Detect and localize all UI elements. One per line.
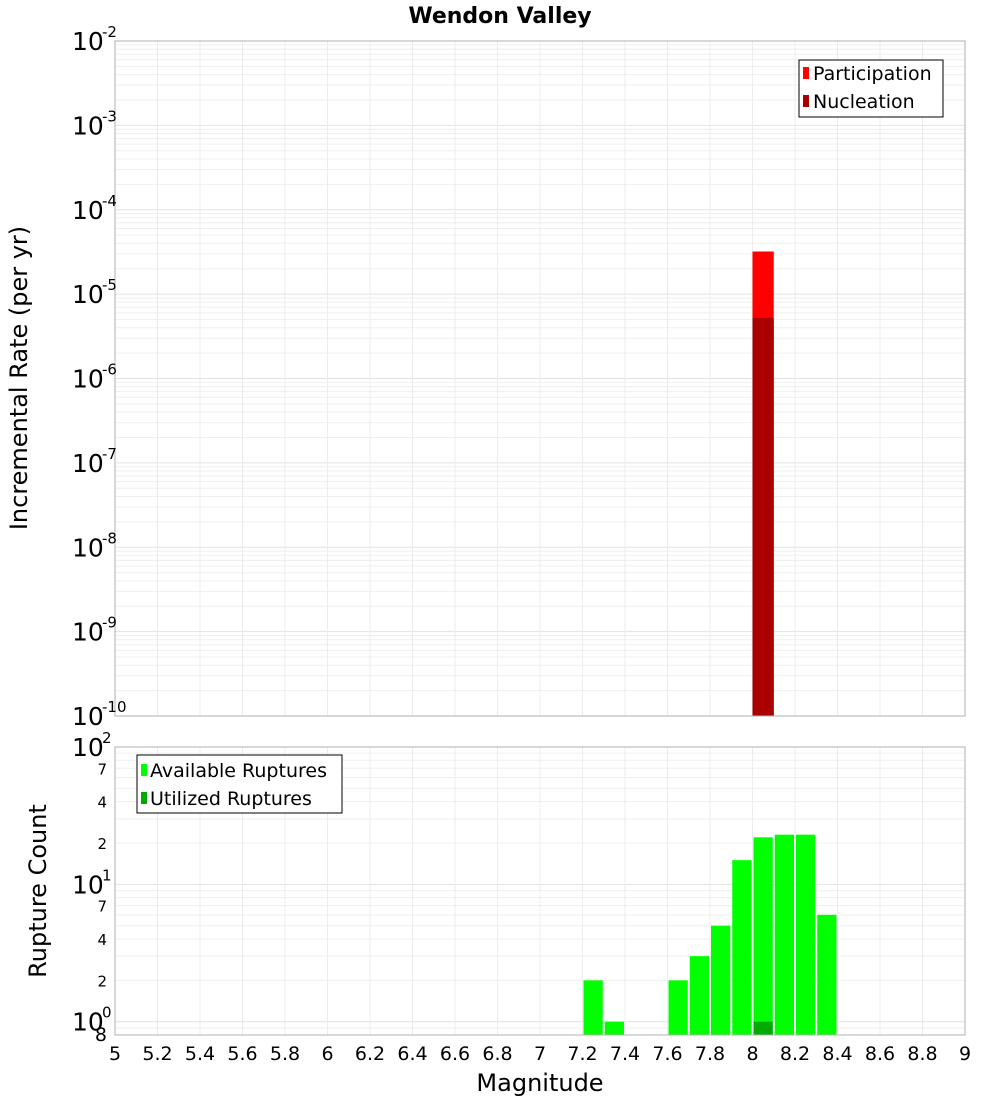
top-y-tick-labels: 10-210-310-410-510-610-710-810-910-10: [72, 23, 127, 731]
x-tick-label: 7.2: [567, 1043, 597, 1065]
available-ruptures-bar: [711, 925, 731, 1035]
y-tick-exponent: -9: [102, 614, 117, 632]
x-tick-label: 7: [534, 1043, 546, 1065]
y-tick-label: 10: [72, 196, 104, 225]
top-legend-box: [798, 59, 944, 118]
legend-label-nucleation: Nucleation: [813, 91, 915, 113]
available-ruptures-bar: [604, 1021, 624, 1035]
y-tick-exponent: -3: [102, 107, 117, 125]
top-plot-grid: [114, 41, 966, 717]
y-tick-exponent: 2: [102, 729, 112, 747]
available-ruptures-bar: [689, 956, 709, 1035]
x-tick-label: 6: [321, 1043, 333, 1065]
y-minor-tick-label: 2: [97, 972, 107, 990]
y-tick-exponent: -2: [102, 23, 117, 41]
y-minor-tick-label: 4: [97, 794, 107, 812]
x-tick-label: 5.2: [142, 1043, 172, 1065]
y-tick-label: 10: [72, 111, 104, 140]
nucleation-bar: [752, 318, 774, 716]
legend-label-available: Available Ruptures: [150, 760, 327, 782]
x-tick-label: 8.2: [780, 1043, 810, 1065]
x-tick-label: 5.6: [227, 1043, 257, 1065]
y-tick-label: 10: [72, 1008, 104, 1037]
x-tick-label: 9: [959, 1043, 971, 1065]
bottom-plot-frame: [114, 746, 966, 1036]
x-tick-label: 8.4: [822, 1043, 852, 1065]
available-ruptures-bar: [732, 860, 752, 1035]
bottom-plot-bars: [583, 834, 837, 1035]
x-tick-labels: 5 5.2 5.4 5.6 5.8 6 6.2 6.4 6.6 6.8 7 7.2 7.4 7.6 7.8 8…: [109, 1043, 971, 1065]
x-tick-label: 8.6: [865, 1043, 895, 1065]
x-tick-label: 7.8: [695, 1043, 725, 1065]
y-tick-exponent: 1: [102, 866, 112, 884]
y-tick-label: 10: [72, 702, 104, 731]
y-tick-exponent: -7: [102, 445, 117, 463]
x-tick-label: 7.4: [610, 1043, 640, 1065]
y-tick-label: 10: [72, 365, 104, 394]
top-legend: Participation Nucleation: [798, 59, 944, 118]
available-ruptures-bar: [796, 834, 816, 1035]
y-tick-label: 10: [72, 449, 104, 478]
y-minor-tick-label: 8: [95, 1024, 107, 1046]
x-tick-label: 7.6: [652, 1043, 682, 1065]
top-y-axis-label: Incremental Rate (per yr): [5, 226, 33, 530]
available-ruptures-bar: [753, 837, 773, 1035]
x-tick-label: 5.4: [185, 1043, 215, 1065]
y-tick-exponent: -8: [102, 529, 117, 547]
available-ruptures-bar: [817, 914, 837, 1035]
bottom-legend: Available Ruptures Utilized Ruptures: [136, 754, 343, 814]
available-ruptures-bar: [668, 980, 688, 1035]
x-tick-label: 5.8: [270, 1043, 300, 1065]
legend-swatch-available: [141, 764, 147, 776]
y-tick-label: 10: [72, 870, 104, 899]
y-tick-exponent: -5: [102, 276, 117, 294]
y-tick-label: 10: [72, 280, 104, 309]
y-tick-label: 10: [72, 618, 104, 647]
x-tick-label: 8: [746, 1043, 758, 1065]
legend-swatch-participation: [803, 67, 809, 79]
y-tick-exponent: -6: [102, 361, 117, 379]
x-tick-label: 6.8: [482, 1043, 512, 1065]
x-tick-label: 6.6: [440, 1043, 470, 1065]
y-minor-tick-label: 7: [97, 898, 107, 916]
legend-swatch-utilized: [141, 792, 147, 804]
y-minor-tick-label: 7: [97, 760, 107, 778]
y-tick-label: 10: [72, 533, 104, 562]
x-tick-label: 6.2: [355, 1043, 385, 1065]
available-ruptures-bar: [583, 980, 603, 1035]
chart-title: Wendon Valley: [408, 4, 591, 29]
available-ruptures-bar: [774, 834, 794, 1035]
y-tick-label: 10: [72, 27, 104, 56]
x-axis-label: Magnitude: [476, 1069, 603, 1097]
x-tick-label: 6.4: [397, 1043, 427, 1065]
x-tick-label: 5: [109, 1043, 121, 1065]
y-tick-exponent: 0: [102, 1004, 112, 1022]
legend-label-utilized: Utilized Ruptures: [150, 788, 312, 810]
y-tick-exponent: -4: [102, 192, 117, 210]
y-minor-tick-label: 2: [97, 835, 107, 853]
bottom-y-axis-label: Rupture Count: [24, 804, 52, 978]
bottom-legend-box: [136, 754, 343, 814]
y-minor-tick-label: 4: [97, 931, 107, 949]
top-plot-frame: [114, 40, 966, 717]
y-tick-exponent: -10: [102, 698, 127, 716]
top-plot-bars: [752, 251, 774, 716]
y-tick-label: 10: [72, 733, 104, 762]
legend-label-participation: Participation: [813, 63, 932, 85]
legend-swatch-nucleation: [803, 95, 809, 107]
utilized-ruptures-bar: [753, 1021, 773, 1035]
x-tick-label: 8.8: [907, 1043, 937, 1065]
